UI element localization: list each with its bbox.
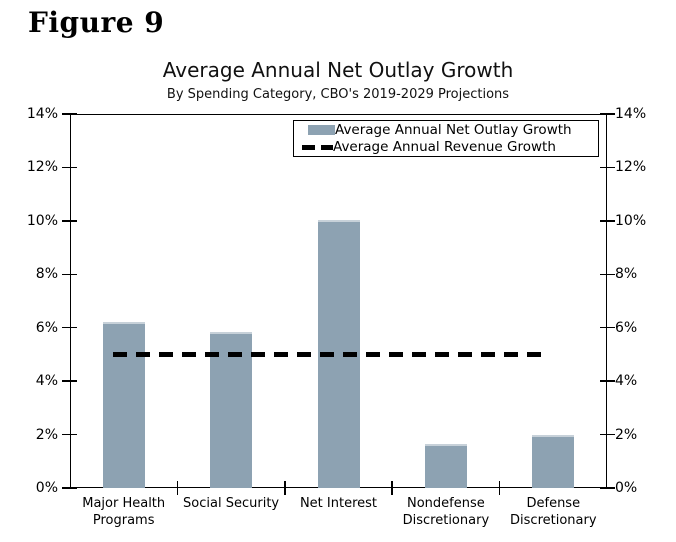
y-axis-label-left: 4% [35,373,58,390]
y-axis-tick-left [62,220,77,222]
legend-box: Average Annual Net Outlay Growth Average… [293,120,599,157]
y-axis-label-left: 12% [26,159,58,176]
x-axis-label: Major Health Programs [82,496,166,528]
y-axis-tick-left [62,113,77,115]
y-axis-label-right: 10% [615,212,647,229]
y-axis-tick-right [600,220,615,222]
y-axis-label-right: 4% [615,373,638,390]
y-axis-tick-left [62,380,77,382]
x-axis-label: Defense Discretionary [510,496,597,528]
bar-defense-discretionary [532,434,575,488]
x-axis-tick [176,481,179,495]
y-axis-label-right: 0% [615,480,638,496]
y-axis-label-left: 8% [35,266,58,283]
y-axis-label-right: 14% [615,106,647,122]
y-axis-label-right: 2% [615,426,638,443]
legend-item-revenue-growth: Average Annual Revenue Growth [294,139,598,156]
y-axis-label-left: 0% [35,480,58,496]
y-axis-tick-right [600,487,615,489]
x-axis-label: Social Security [183,496,280,511]
y-axis-tick-left [62,166,77,169]
y-axis-label-left: 2% [35,426,58,443]
revenue-growth-dashed-line [113,351,548,357]
y-axis-label-right: 6% [615,319,638,336]
chart-subtitle: By Spending Category, CBO's 2019-2029 Pr… [166,87,510,102]
y-axis-label-left: 6% [35,319,58,336]
x-axis-tick [284,481,286,495]
bar-swatch-icon [308,125,335,135]
dashed-line-swatch-icon [302,144,333,150]
y-axis-label-right: 12% [615,159,647,176]
bar-nondefense-discretionary [424,443,467,488]
y-axis-tick-right [600,273,615,276]
legend-label: Average Annual Net Outlay Growth [335,122,572,138]
legend-item-outlay-growth: Average Annual Net Outlay Growth [294,122,598,139]
y-axis-tick-right [600,113,615,115]
y-axis-tick-right [600,326,615,329]
bar-social-security [210,331,253,488]
y-axis-label-right: 8% [615,266,638,283]
y-axis-label-left: 14% [26,106,58,122]
y-axis-label-left: 10% [26,212,58,229]
figure-label: Figure 9 [28,6,165,39]
y-axis-tick-left [62,326,77,329]
y-axis-tick-left [62,433,77,436]
x-axis-tick [391,481,393,495]
legend-label: Average Annual Revenue Growth [333,139,556,155]
y-axis-tick-right [600,166,615,169]
y-axis-tick-left [62,487,77,489]
chart-title: Average Annual Net Outlay Growth [162,58,514,82]
y-axis-tick-right [600,433,615,436]
x-axis-tick [498,481,501,495]
y-axis-tick-right [600,380,615,382]
x-axis-label: Nondefense Discretionary [402,496,490,528]
x-axis-label: Net Interest [299,496,378,511]
bar-major-health-programs [102,322,145,488]
y-axis-tick-left [62,273,77,276]
